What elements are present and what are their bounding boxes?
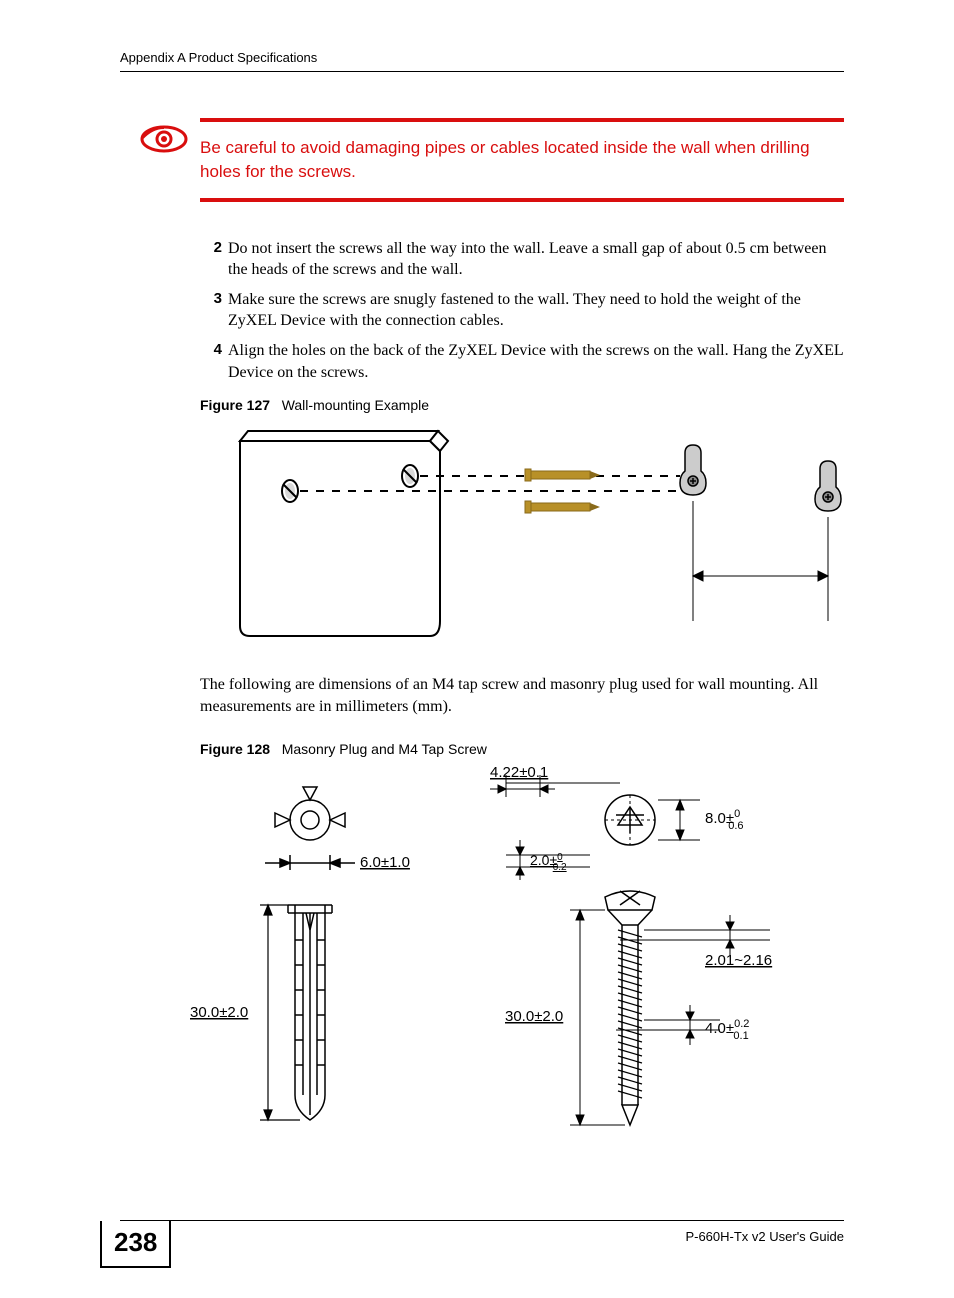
step-text: Align the holes on the back of the ZyXEL… <box>228 340 844 383</box>
step-item: 2 Do not insert the screws all the way i… <box>200 238 844 281</box>
figure128-label-rest: Masonry Plug and M4 Tap Screw <box>282 741 487 757</box>
page-header: Appendix A Product Specifications <box>120 50 844 72</box>
step-number: 4 <box>200 340 222 383</box>
screw-icon <box>525 469 600 481</box>
warning-bottom-bar <box>200 198 844 202</box>
screw-head-top-label: 8.0±00.6 <box>705 808 744 832</box>
screw-head-dia-label: 4.22±0.1 <box>490 765 548 781</box>
plug-width-label: 6.0±1.0 <box>360 854 410 871</box>
wall-anchor-icon <box>680 445 706 495</box>
figure128-diagram: 6.0±1.0 <box>160 765 844 1150</box>
screw-thread-dia-label: 2.01~2.16 <box>705 952 772 969</box>
warning-text: Be careful to avoid damaging pipes or ca… <box>200 122 844 198</box>
figure127-label-rest: Wall-mounting Example <box>282 397 429 413</box>
step-text: Do not insert the screws all the way int… <box>228 238 844 281</box>
step-item: 3 Make sure the screws are snugly fasten… <box>200 289 844 332</box>
header-text: Appendix A Product Specifications <box>120 50 317 65</box>
step-number: 2 <box>200 238 222 281</box>
eye-warning-icon <box>140 124 188 159</box>
figure128-caption: Figure 128 Masonry Plug and M4 Tap Screw <box>200 741 844 757</box>
step-text: Make sure the screws are snugly fastened… <box>228 289 844 332</box>
warning-block: Be careful to avoid damaging pipes or ca… <box>200 118 844 202</box>
step-number: 3 <box>200 289 222 332</box>
figure128-label-bold: Figure 128 <box>200 741 270 757</box>
page-footer: 238 P-660H-Tx v2 User's Guide <box>120 1220 844 1268</box>
screw-head-mid-label: 2.0±00.2 <box>530 852 567 873</box>
steps-list: 2 Do not insert the screws all the way i… <box>200 238 844 384</box>
plug-height-label: 30.0±2.0 <box>190 1004 248 1021</box>
footer-right-text: P-660H-Tx v2 User's Guide <box>685 1221 844 1244</box>
screw-icon <box>525 501 600 513</box>
figure127-caption: Figure 127 Wall-mounting Example <box>200 397 844 413</box>
screw-length-label: 30.0±2.0 <box>505 1008 563 1025</box>
step-item: 4 Align the holes on the back of the ZyX… <box>200 340 844 383</box>
figure127-label-bold: Figure 127 <box>200 397 270 413</box>
figure127-diagram <box>230 421 844 656</box>
page-number: 238 <box>100 1221 171 1268</box>
screw-shaft-label: 4.0±0.20.1 <box>705 1018 749 1042</box>
wall-anchor-icon <box>815 461 841 511</box>
body-paragraph: The following are dimensions of an M4 ta… <box>200 674 844 717</box>
